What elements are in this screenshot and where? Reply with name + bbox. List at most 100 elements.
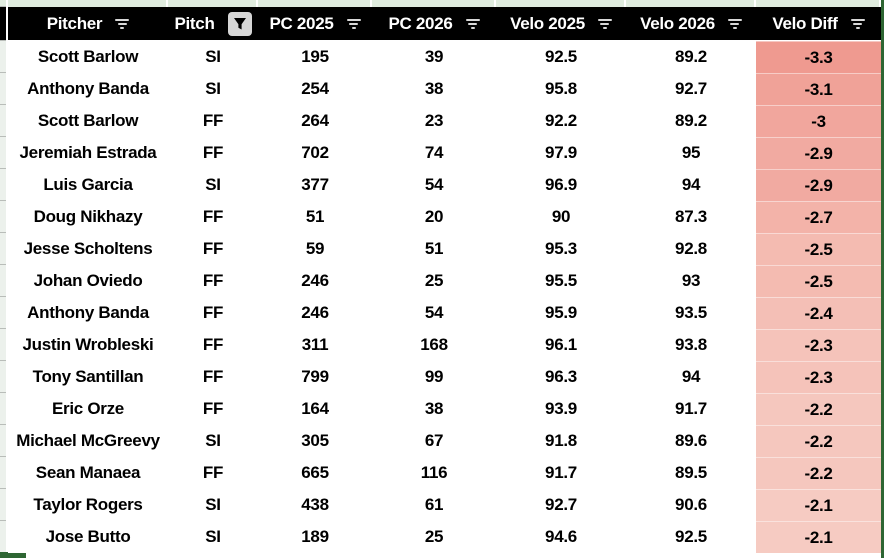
cell-pc2025[interactable]: 702 <box>301 143 329 162</box>
cell-velo2026[interactable]: 89.5 <box>675 463 707 482</box>
cell-velo2026[interactable]: 89.2 <box>675 111 707 130</box>
cell-velo-diff[interactable]: -2.1 <box>756 489 881 521</box>
cell-velo2026[interactable]: 95 <box>681 143 701 162</box>
cell-velo2025[interactable]: 90 <box>551 207 571 226</box>
cell-velo2025[interactable]: 97.9 <box>545 143 577 162</box>
cell-velo2026[interactable]: 91.7 <box>675 399 707 418</box>
cell-velo2026[interactable]: 87.3 <box>675 207 707 226</box>
cell-velo-diff[interactable]: -2.5 <box>756 265 881 297</box>
cell-pitch[interactable]: FF <box>202 335 224 354</box>
cell-pitcher[interactable]: Jose Butto <box>45 527 131 546</box>
cell-pc2025[interactable]: 305 <box>301 431 329 450</box>
cell-pc2026[interactable]: 74 <box>424 143 444 162</box>
cell-velo-diff[interactable]: -2.9 <box>756 137 881 169</box>
cell-pitch[interactable]: FF <box>202 367 224 386</box>
cell-pc2025[interactable]: 665 <box>301 463 329 482</box>
cell-velo2026[interactable]: 94 <box>681 175 701 194</box>
cell-pc2025[interactable]: 246 <box>301 271 329 290</box>
column-header-pc-2026[interactable]: PC 2026 <box>372 7 496 41</box>
cell-pitcher[interactable]: Justin Wrobleski <box>22 335 154 354</box>
cell-velo2025[interactable]: 95.3 <box>545 239 577 258</box>
cell-velo2026[interactable]: 93 <box>681 271 701 290</box>
cell-pc2026[interactable]: 20 <box>424 207 444 226</box>
filter-lines-icon[interactable] <box>597 19 612 29</box>
cell-pitcher[interactable]: Jesse Scholtens <box>23 239 153 258</box>
cell-pitcher[interactable]: Michael McGreevy <box>16 431 160 450</box>
cell-pc2025[interactable]: 195 <box>301 47 329 66</box>
cell-velo2026[interactable]: 90.6 <box>675 495 707 514</box>
cell-pc2025[interactable]: 799 <box>301 367 329 386</box>
cell-pitcher[interactable]: Luis Garcia <box>43 175 133 194</box>
cell-pc2025[interactable]: 246 <box>301 303 329 322</box>
cell-pitcher[interactable]: Jeremiah Estrada <box>19 143 157 162</box>
cell-pc2026[interactable]: 25 <box>424 527 444 546</box>
column-header-pc-2025[interactable]: PC 2025 <box>258 7 372 41</box>
cell-pitch[interactable]: FF <box>202 463 224 482</box>
cell-pitch[interactable]: SI <box>205 79 221 98</box>
column-header-pitcher[interactable]: Pitcher <box>8 7 168 41</box>
cell-velo2025[interactable]: 92.7 <box>545 495 577 514</box>
cell-pc2026[interactable]: 54 <box>424 175 444 194</box>
cell-pc2026[interactable]: 67 <box>424 431 444 450</box>
cell-velo2026[interactable]: 93.5 <box>675 303 707 322</box>
cell-pc2025[interactable]: 377 <box>301 175 329 194</box>
filter-lines-icon[interactable] <box>465 19 480 29</box>
cell-velo-diff[interactable]: -3.3 <box>756 41 881 73</box>
cell-velo2025[interactable]: 91.7 <box>545 463 577 482</box>
cell-pitcher[interactable]: Taylor Rogers <box>33 495 143 514</box>
cell-pitch[interactable]: SI <box>205 175 221 194</box>
cell-velo2025[interactable]: 95.5 <box>545 271 577 290</box>
cell-velo2025[interactable]: 96.3 <box>545 367 577 386</box>
cell-pitch[interactable]: SI <box>205 47 221 66</box>
cell-pc2025[interactable]: 189 <box>301 527 329 546</box>
cell-pc2026[interactable]: 168 <box>420 335 448 354</box>
cell-pc2025[interactable]: 254 <box>301 79 329 98</box>
cell-pc2026[interactable]: 99 <box>424 367 444 386</box>
cell-pc2025[interactable]: 438 <box>301 495 329 514</box>
cell-velo-diff[interactable]: -2.9 <box>756 169 881 201</box>
cell-velo2026[interactable]: 89.6 <box>675 431 707 450</box>
cell-pc2026[interactable]: 54 <box>424 303 444 322</box>
column-header-velo-2026[interactable]: Velo 2026 <box>626 7 756 41</box>
cell-velo-diff[interactable]: -2.2 <box>756 457 881 489</box>
cell-velo2025[interactable]: 95.9 <box>545 303 577 322</box>
cell-velo2026[interactable]: 92.7 <box>675 79 707 98</box>
cell-pitcher[interactable]: Doug Nikhazy <box>33 207 143 226</box>
cell-velo-diff[interactable]: -2.3 <box>756 361 881 393</box>
cell-pitcher[interactable]: Johan Oviedo <box>33 271 143 290</box>
cell-pc2025[interactable]: 51 <box>305 207 325 226</box>
filter-lines-icon[interactable] <box>727 19 742 29</box>
cell-velo-diff[interactable]: -2.7 <box>756 201 881 233</box>
cell-velo-diff[interactable]: -2.4 <box>756 297 881 329</box>
cell-pitcher[interactable]: Tony Santillan <box>32 367 144 386</box>
cell-pc2026[interactable]: 25 <box>424 271 444 290</box>
cell-velo-diff[interactable]: -3.1 <box>756 73 881 105</box>
cell-pc2026[interactable]: 116 <box>420 463 448 482</box>
cell-pc2026[interactable]: 51 <box>424 239 444 258</box>
cell-pitch[interactable]: FF <box>202 207 224 226</box>
cell-pitch[interactable]: SI <box>205 495 221 514</box>
cell-velo-diff[interactable]: -2.3 <box>756 329 881 361</box>
cell-velo2026[interactable]: 89.2 <box>675 47 707 66</box>
cell-velo2025[interactable]: 91.8 <box>545 431 577 450</box>
column-header-velo-diff[interactable]: Velo Diff <box>756 7 881 41</box>
cell-velo2026[interactable]: 93.8 <box>675 335 707 354</box>
cell-pc2026[interactable]: 39 <box>424 47 444 66</box>
cell-pc2026[interactable]: 38 <box>424 399 444 418</box>
active-filter-funnel-icon[interactable] <box>227 12 252 36</box>
cell-velo-diff[interactable]: -2.1 <box>756 521 881 553</box>
cell-velo2025[interactable]: 95.8 <box>545 79 577 98</box>
cell-pitcher[interactable]: Sean Manaea <box>35 463 141 482</box>
cell-pitch[interactable]: SI <box>205 527 221 546</box>
cell-velo2026[interactable]: 92.5 <box>675 527 707 546</box>
cell-velo-diff[interactable]: -3 <box>756 105 881 137</box>
cell-pitch[interactable]: FF <box>202 399 224 418</box>
cell-velo2026[interactable]: 94 <box>681 367 701 386</box>
cell-pitcher[interactable]: Eric Orze <box>52 399 124 418</box>
cell-velo2025[interactable]: 94.6 <box>545 527 577 546</box>
filter-lines-icon[interactable] <box>346 19 361 29</box>
cell-pitch[interactable]: FF <box>202 111 224 130</box>
cell-pitcher[interactable]: Scott Barlow <box>37 111 139 130</box>
cell-pc2025[interactable]: 264 <box>301 111 329 130</box>
cell-pitch[interactable]: FF <box>202 143 224 162</box>
